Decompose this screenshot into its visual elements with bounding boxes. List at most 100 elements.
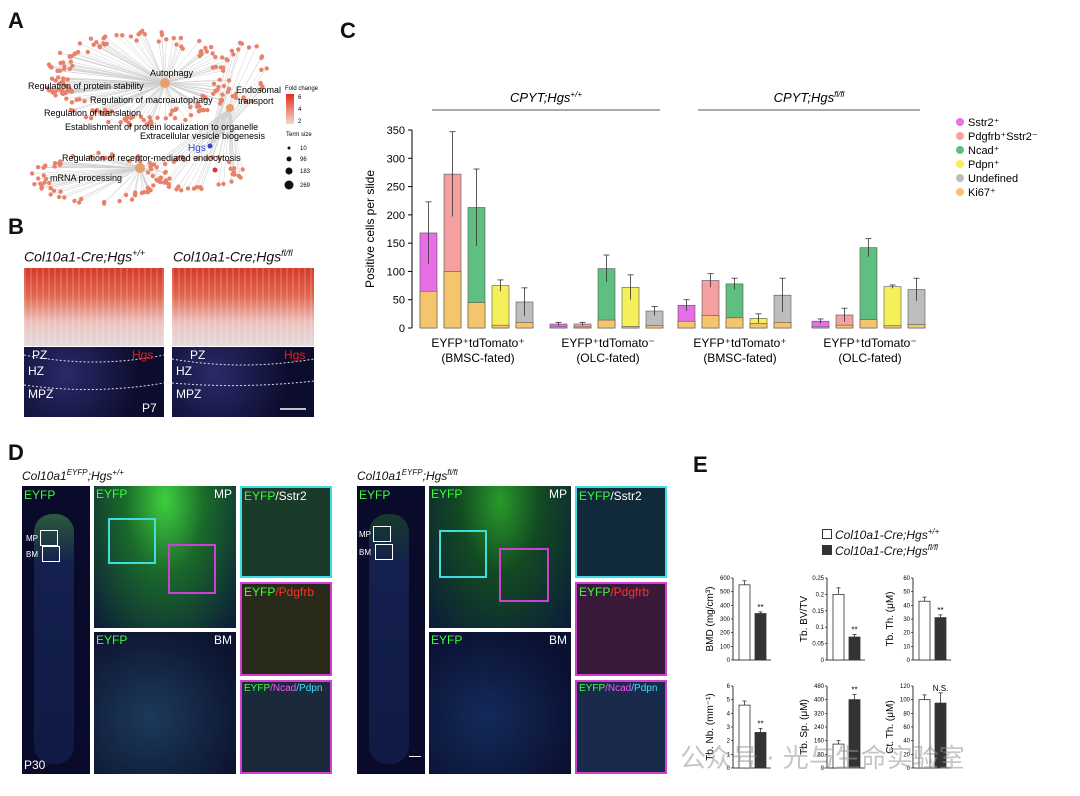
network-node xyxy=(72,198,77,204)
network-node xyxy=(178,35,184,41)
network-node xyxy=(70,108,76,113)
network-node xyxy=(82,99,87,104)
network-node xyxy=(145,170,151,175)
pdgfrb-label: EYFP/Pdgfrb xyxy=(579,585,650,599)
network-edge xyxy=(209,97,244,147)
watermark: 公众号 · 光与生命实验室 xyxy=(680,744,965,774)
network-node xyxy=(164,37,169,42)
legend-swatch xyxy=(956,160,964,168)
network-edge xyxy=(164,82,171,115)
network-node xyxy=(188,113,194,118)
network-node xyxy=(220,92,225,97)
term-protein-stability: Regulation of protein stability xyxy=(28,81,144,91)
network-edge xyxy=(164,70,224,84)
network-node xyxy=(204,49,209,54)
e-y-tick-label: 80 xyxy=(903,711,910,717)
e-y-axis-label: Tb. Sp. (μM) xyxy=(799,699,810,755)
network-node xyxy=(213,64,219,70)
network-node xyxy=(162,170,168,175)
ncad-pdpn-image-ko: EYFP/Ncad/Pdpn xyxy=(575,680,667,774)
network-node xyxy=(219,97,224,102)
network-edge xyxy=(58,77,166,84)
network-edge xyxy=(87,51,166,84)
panel-letter-a: A xyxy=(8,8,24,33)
network-node xyxy=(180,46,185,51)
network-node xyxy=(62,66,67,72)
network-node xyxy=(172,116,178,121)
network-edge xyxy=(218,107,231,185)
network-node xyxy=(72,52,77,57)
network-node xyxy=(138,114,144,120)
network-edge xyxy=(130,82,166,119)
network-node xyxy=(58,60,63,66)
network-node xyxy=(229,48,235,53)
network-edge xyxy=(34,167,141,185)
network-node xyxy=(176,184,181,189)
legend-label: Ki67⁺ xyxy=(968,187,996,199)
network-edge xyxy=(164,82,200,111)
network-node xyxy=(218,101,223,106)
network-node xyxy=(243,98,248,104)
y-tick-label: 300 xyxy=(387,153,405,165)
network-node xyxy=(168,112,173,117)
e-y-tick-label: 0.2 xyxy=(816,592,825,598)
network-node xyxy=(203,45,208,51)
mp-label: MP xyxy=(549,487,567,501)
term-endosomal-2: transport xyxy=(238,96,274,106)
ki67-segment xyxy=(419,290,438,329)
network-edge xyxy=(209,68,267,147)
e-y-axis-label: Tb. Th. (μM) xyxy=(885,591,896,646)
network-node xyxy=(151,162,157,167)
network-node xyxy=(105,110,110,115)
network-node xyxy=(229,179,234,184)
network-node xyxy=(53,78,58,83)
eyfp-label: EYFP xyxy=(431,487,463,501)
network-edge xyxy=(99,45,166,84)
e-y-tick-label: 6 xyxy=(727,684,731,690)
network-node xyxy=(232,166,237,171)
network-node xyxy=(106,119,111,125)
term-endocytosis: Regulation of receptor-mediated endocyto… xyxy=(62,153,241,163)
network-node xyxy=(41,173,46,178)
network-node xyxy=(188,105,193,110)
eyfp-label: EYFP xyxy=(96,487,128,501)
network-node xyxy=(102,111,107,117)
network-edge xyxy=(209,42,241,147)
ki67-segment xyxy=(491,324,510,329)
panel-letter-b: B xyxy=(8,214,24,239)
network-edge xyxy=(140,82,166,118)
network-node xyxy=(198,49,203,55)
network-node xyxy=(133,190,138,195)
network-edge xyxy=(60,167,141,192)
network-edge xyxy=(150,107,231,168)
network-edge xyxy=(52,78,166,84)
ki67-segment xyxy=(677,320,696,329)
network-node xyxy=(213,54,218,60)
network-node xyxy=(148,188,153,193)
ki67-segment xyxy=(549,326,568,329)
zone-hz: HZ xyxy=(28,364,44,378)
network-node xyxy=(51,188,57,193)
network-node xyxy=(151,183,156,188)
network-node xyxy=(230,94,235,99)
ki67-segment xyxy=(883,325,902,329)
e-y-tick-label: 0 xyxy=(821,766,825,772)
network-node xyxy=(225,89,231,95)
e-y-tick-label: 0 xyxy=(727,658,731,664)
y-axis-label: Positive cells per slide xyxy=(363,170,377,288)
network-graph: Autophagy Regulation of protein stabilit… xyxy=(28,28,319,206)
e-y-axis-label: BMD (mg/cm³) xyxy=(705,587,716,652)
network-edge xyxy=(125,82,166,121)
network-edge xyxy=(164,44,177,84)
size-dot xyxy=(287,146,291,150)
network-node xyxy=(68,59,73,64)
network-node xyxy=(183,117,188,123)
network-edge xyxy=(139,167,170,179)
network-node xyxy=(62,195,67,200)
network-node xyxy=(74,97,79,103)
ki67-segment xyxy=(443,271,462,329)
network-edge xyxy=(66,82,166,99)
sstr2-image-ko: EYFP/Sstr2 xyxy=(575,486,667,578)
network-node xyxy=(259,54,265,59)
network-node xyxy=(83,115,89,120)
